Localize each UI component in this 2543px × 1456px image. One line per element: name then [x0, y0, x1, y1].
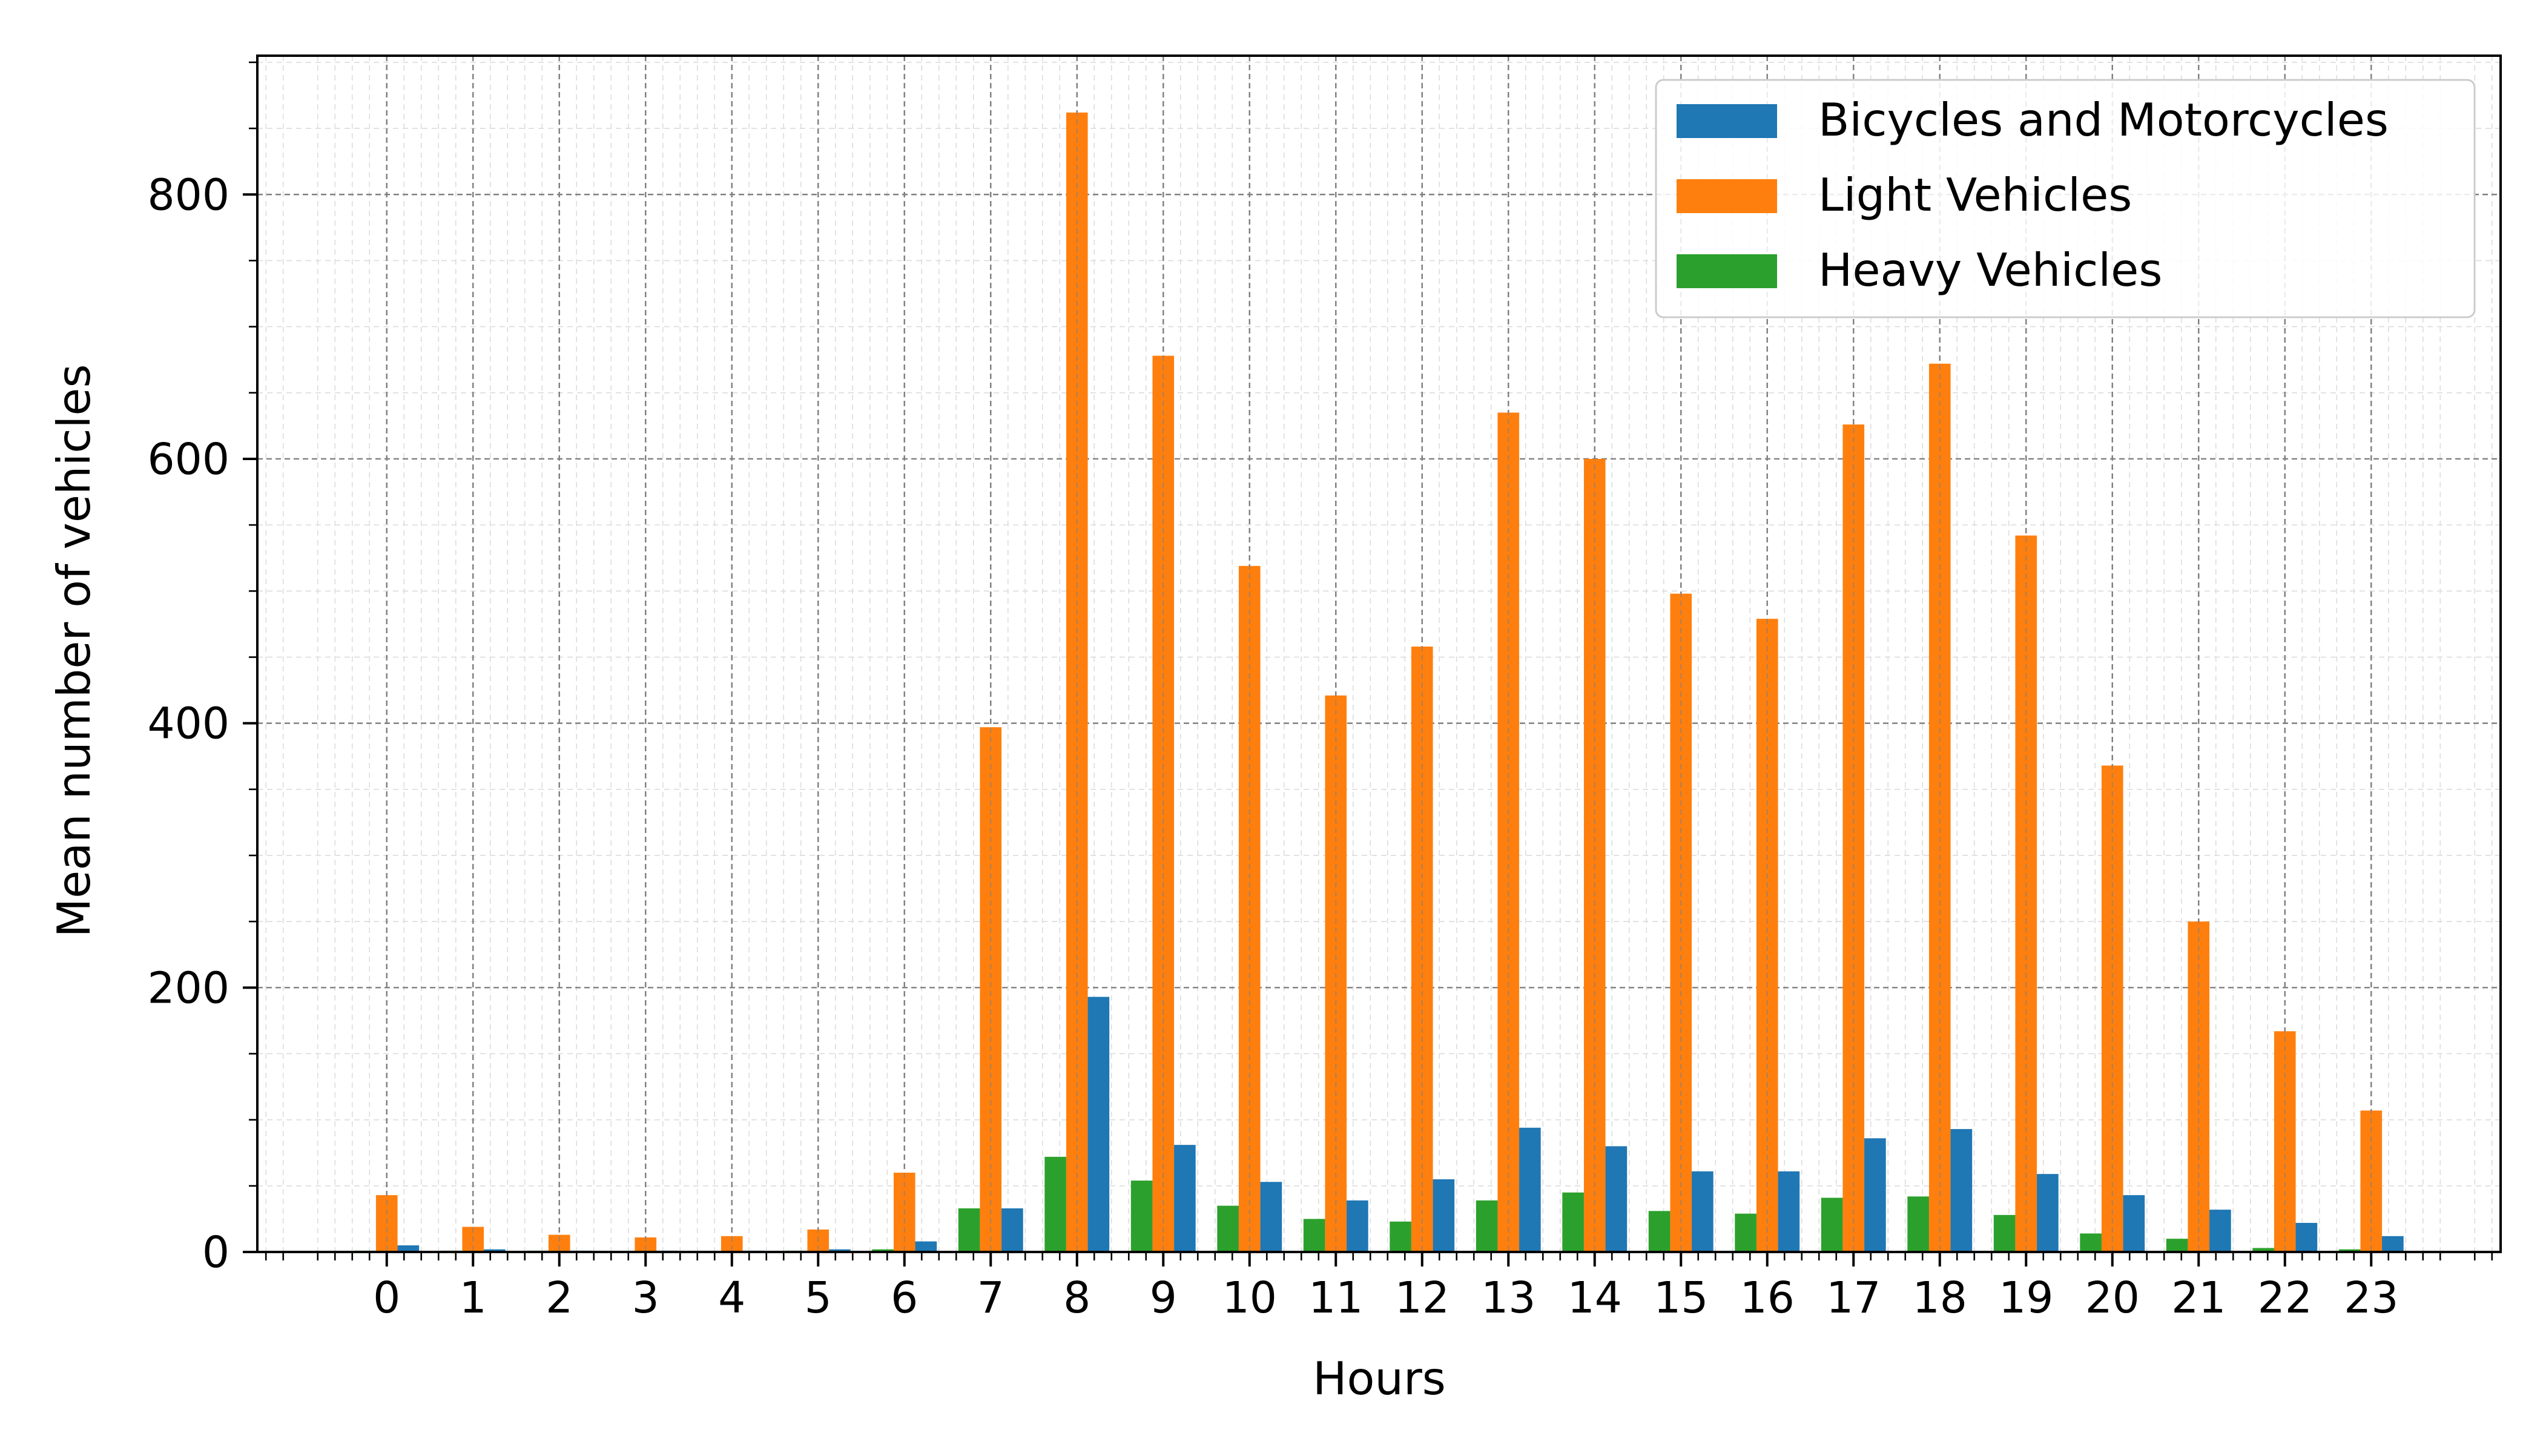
- plot-frame: [256, 54, 2502, 1253]
- bar-bicycles-and-motorcycles: [1605, 1146, 1628, 1252]
- legend-swatch: [1677, 104, 1777, 138]
- bar-bicycles-and-motorcycles: [484, 1249, 506, 1252]
- x-tick-label: 15: [1654, 1273, 1708, 1323]
- bar-heavy-vehicles: [1044, 1156, 1066, 1252]
- y-axis-label: Mean number of vehicles: [47, 364, 101, 937]
- x-tick-label: 7: [977, 1273, 1004, 1323]
- y-tick-label: 0: [202, 1227, 229, 1277]
- bar-bicycles-and-motorcycles: [2295, 1222, 2318, 1252]
- x-axis-label: Hours: [1313, 1352, 1446, 1405]
- bar-heavy-vehicles: [1130, 1181, 1153, 1252]
- bar-bicycles-and-motorcycles: [1778, 1171, 1800, 1252]
- x-tick-label: 17: [1826, 1273, 1881, 1323]
- bar-heavy-vehicles: [1993, 1214, 2016, 1252]
- bar-heavy-vehicles: [1735, 1213, 1756, 1252]
- bar-bicycles-and-motorcycles: [915, 1241, 937, 1252]
- x-tick-label: 14: [1568, 1273, 1622, 1323]
- x-tick-label: 13: [1481, 1273, 1535, 1323]
- x-tick-label: 11: [1308, 1273, 1363, 1323]
- bar-heavy-vehicles: [1390, 1221, 1411, 1252]
- x-tick-label: 6: [891, 1273, 918, 1323]
- bar-bicycles-and-motorcycles: [1347, 1200, 1368, 1252]
- x-tick-label: 2: [546, 1273, 573, 1323]
- y-tick-label: 200: [147, 963, 229, 1013]
- y-tick-label: 400: [147, 699, 229, 749]
- bar-bicycles-and-motorcycles: [1260, 1182, 1282, 1252]
- x-tick-label: 16: [1740, 1273, 1795, 1323]
- y-tick-label: 600: [147, 434, 229, 484]
- legend-box: [1655, 79, 2476, 318]
- bar-bicycles-and-motorcycles: [1692, 1171, 1713, 1252]
- bar-heavy-vehicles: [958, 1208, 980, 1252]
- x-tick-label: 8: [1063, 1273, 1090, 1323]
- legend-label: Heavy Vehicles: [1818, 243, 2162, 297]
- x-tick-label: 22: [2258, 1273, 2312, 1323]
- bar-heavy-vehicles: [1648, 1211, 1671, 1252]
- bar-bicycles-and-motorcycles: [1519, 1127, 1541, 1252]
- bar-bicycles-and-motorcycles: [2037, 1174, 2059, 1252]
- bar-bicycles-and-motorcycles: [2382, 1236, 2404, 1252]
- bar-bicycles-and-motorcycles: [1174, 1145, 1196, 1252]
- bar-bicycles-and-motorcycles: [397, 1245, 420, 1252]
- legend-swatch: [1677, 179, 1777, 213]
- x-tick-label: 19: [1999, 1273, 2053, 1323]
- bar-heavy-vehicles: [1907, 1196, 1929, 1252]
- bar-bicycles-and-motorcycles: [1950, 1128, 1973, 1252]
- bar-bicycles-and-motorcycles: [1864, 1138, 1886, 1252]
- bar-bicycles-and-motorcycles: [1087, 996, 1110, 1252]
- x-tick-label: 12: [1395, 1273, 1450, 1323]
- major-grid: [257, 56, 2501, 1252]
- x-tick-label: 18: [1913, 1273, 1967, 1323]
- bar-heavy-vehicles: [1217, 1205, 1239, 1252]
- x-tick-label: 3: [632, 1273, 659, 1323]
- bar-heavy-vehicles: [1821, 1197, 1843, 1252]
- x-tick-label: 4: [718, 1273, 745, 1323]
- bar-heavy-vehicles: [2080, 1233, 2102, 1252]
- legend-label: Light Vehicles: [1818, 168, 2132, 222]
- bar-heavy-vehicles: [1476, 1200, 1498, 1252]
- tick-labels: 0 1 2 3 4 5 6 7 8 9 10 11 12 13 14 15 16 17 18 19 20 21 22 2302…: [147, 170, 2398, 1323]
- bar-bicycles-and-motorcycles: [2123, 1195, 2145, 1252]
- bar-bicycles-and-motorcycles: [829, 1249, 851, 1252]
- bar-heavy-vehicles: [1303, 1219, 1325, 1252]
- bar-heavy-vehicles: [2166, 1239, 2188, 1252]
- axes-spines: [256, 54, 2502, 1253]
- x-tick-label: 10: [1222, 1273, 1277, 1323]
- x-tick-label: 1: [460, 1273, 487, 1323]
- legend: Bicycles and Motorcycles Light Vehicles He…: [1655, 79, 2476, 318]
- bar-bicycles-and-motorcycles: [1433, 1179, 1455, 1252]
- x-tick-label: 20: [2085, 1273, 2140, 1323]
- x-tick-label: 5: [805, 1273, 832, 1323]
- bar-bicycles-and-motorcycles: [1001, 1208, 1023, 1252]
- x-tick-label: 21: [2171, 1273, 2226, 1323]
- bar-heavy-vehicles: [2252, 1248, 2274, 1252]
- bar-heavy-vehicles: [872, 1249, 894, 1252]
- x-tick-label: 9: [1150, 1273, 1177, 1323]
- axis-ticks: [243, 61, 2493, 1267]
- legend-swatch: [1677, 254, 1777, 288]
- x-tick-label: 0: [373, 1273, 400, 1323]
- bar-heavy-vehicles: [1562, 1192, 1584, 1252]
- y-tick-label: 800: [147, 170, 229, 220]
- bar-bicycles-and-motorcycles: [2209, 1210, 2231, 1252]
- bar-heavy-vehicles: [2338, 1249, 2361, 1252]
- x-tick-label: 23: [2344, 1273, 2398, 1323]
- legend-label: Bicycles and Motorcycles: [1818, 93, 2389, 147]
